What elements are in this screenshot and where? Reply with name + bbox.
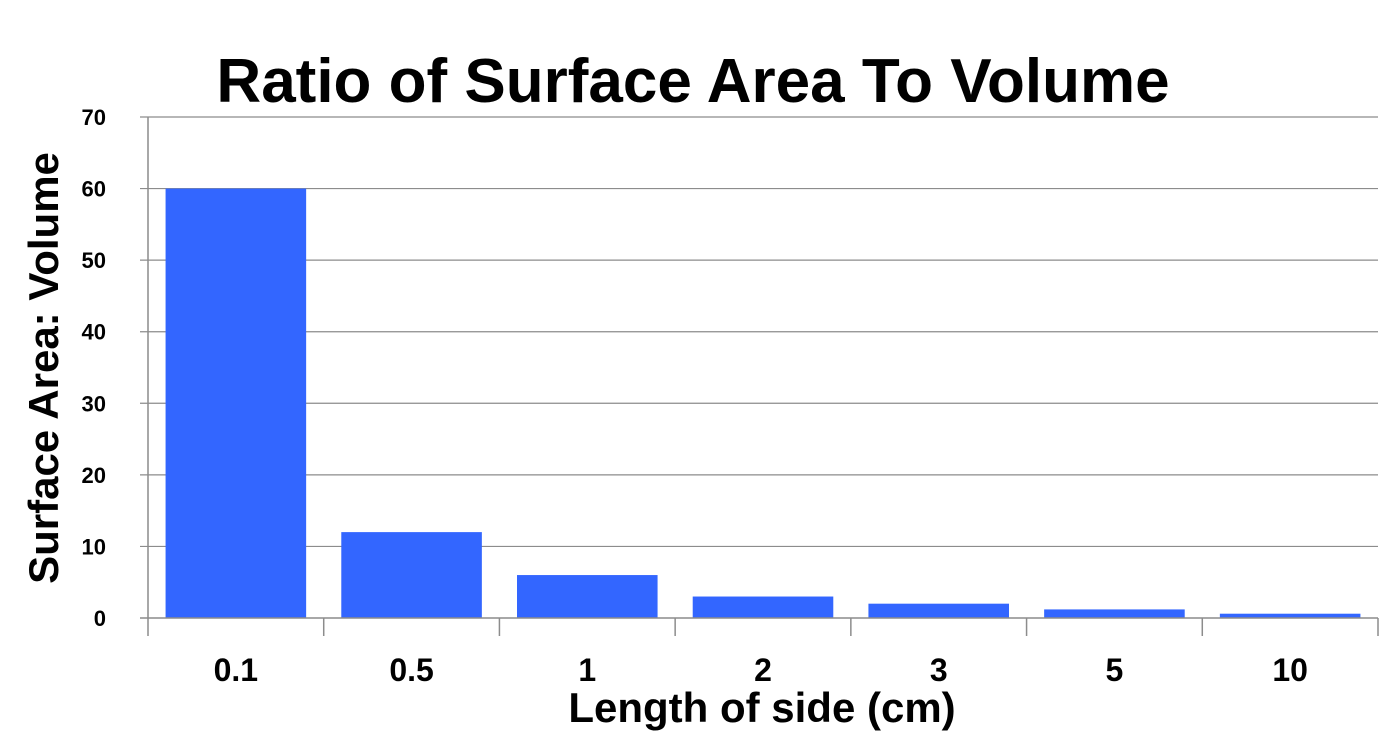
bar-0-1 [165, 188, 307, 619]
y-tick-label: 0 [94, 606, 106, 631]
y-tick-label: 30 [82, 391, 106, 416]
gridlines [140, 116, 1378, 548]
x-tick-label: 10 [1272, 652, 1308, 688]
y-axis-title: Surface Area: Volume [20, 152, 67, 584]
y-tick-label: 50 [82, 248, 106, 273]
bar-2 [692, 596, 834, 618]
chart-title: Ratio of Surface Area To Volume [216, 47, 1169, 116]
x-tick-label: 0.1 [214, 652, 258, 688]
x-axis-ticks: 0.1 0.5 1 2 3 5 10 [214, 652, 1308, 688]
bar-5 [1044, 609, 1185, 618]
y-tick-label: 60 [82, 177, 106, 202]
y-tick-label: 70 [82, 105, 106, 130]
y-tick-label: 40 [82, 320, 106, 345]
bar-1 [517, 575, 658, 618]
x-tick-label: 3 [930, 652, 948, 688]
bar-10 [1219, 613, 1361, 618]
x-tick-label: 5 [1106, 652, 1124, 688]
y-tick-label: 20 [82, 463, 106, 488]
x-axis-title: Length of side (cm) [568, 684, 955, 731]
x-tick-label: 2 [754, 652, 772, 688]
bars [165, 188, 1361, 619]
bar-3 [868, 603, 1009, 618]
x-axis [140, 117, 1379, 636]
bar-0-5 [341, 532, 482, 618]
x-tick-label: 0.5 [389, 652, 433, 688]
y-tick-label: 10 [82, 534, 106, 559]
x-tick-label: 1 [578, 652, 596, 688]
y-axis-ticks: 0 10 20 30 40 50 60 70 [82, 105, 106, 631]
